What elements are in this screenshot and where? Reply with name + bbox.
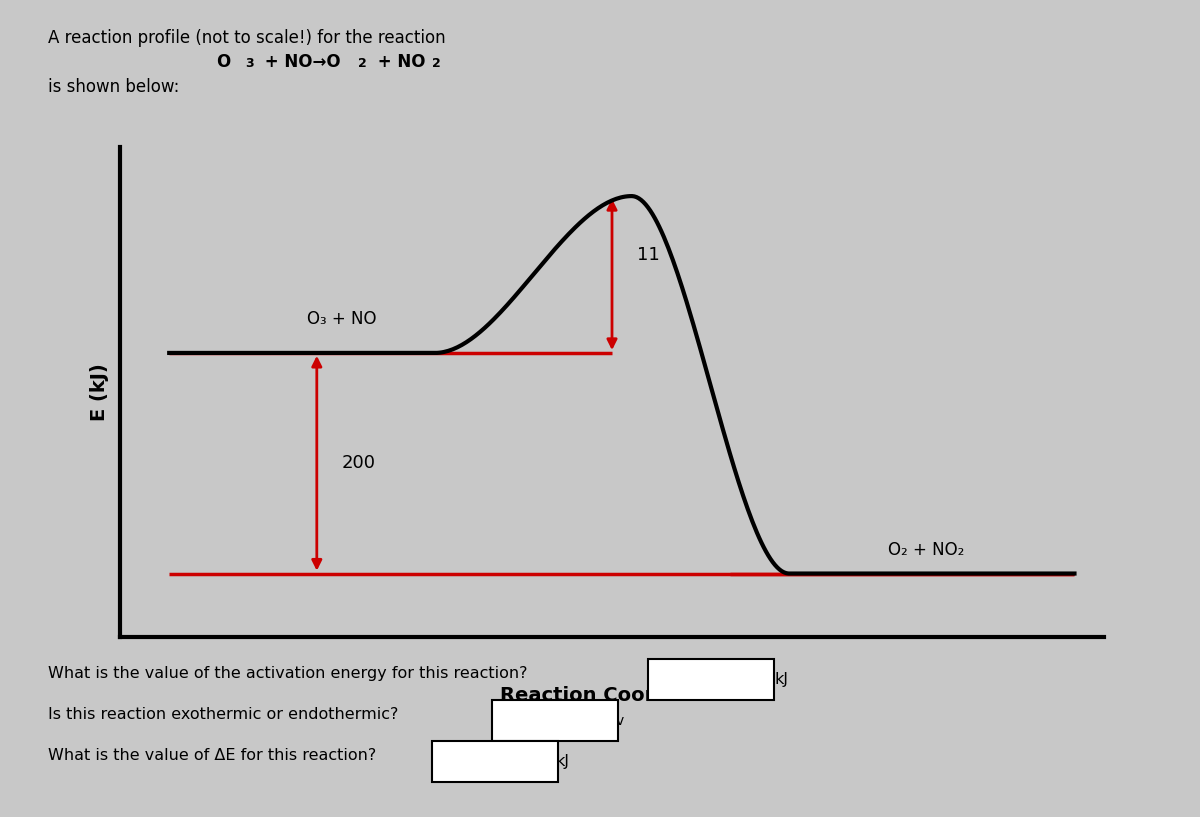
Text: What is the value of ΔE for this reaction?: What is the value of ΔE for this reactio…	[48, 748, 377, 762]
Text: + NO→O: + NO→O	[259, 53, 341, 71]
Text: 2: 2	[432, 57, 440, 70]
Text: What is the value of the activation energy for this reaction?: What is the value of the activation ener…	[48, 666, 528, 681]
Text: 11: 11	[637, 246, 659, 264]
Text: O: O	[216, 53, 230, 71]
Text: is shown below:: is shown below:	[48, 78, 179, 96]
Text: Reaction Coordinate: Reaction Coordinate	[499, 686, 725, 705]
Text: kJ: kJ	[774, 672, 788, 687]
Y-axis label: E (kJ): E (kJ)	[90, 364, 109, 421]
Text: 3: 3	[245, 57, 253, 70]
Text: v: v	[616, 713, 624, 728]
Text: + NO: + NO	[372, 53, 426, 71]
Text: Is this reaction exothermic or endothermic?: Is this reaction exothermic or endotherm…	[48, 707, 398, 721]
Text: kJ: kJ	[556, 754, 570, 769]
Text: 2: 2	[358, 57, 366, 70]
Text: 200: 200	[341, 454, 376, 472]
Text: O₂ + NO₂: O₂ + NO₂	[888, 541, 964, 559]
Text: O₃ + NO: O₃ + NO	[307, 310, 377, 328]
Text: A reaction profile (not to scale!) for the reaction: A reaction profile (not to scale!) for t…	[48, 29, 445, 47]
